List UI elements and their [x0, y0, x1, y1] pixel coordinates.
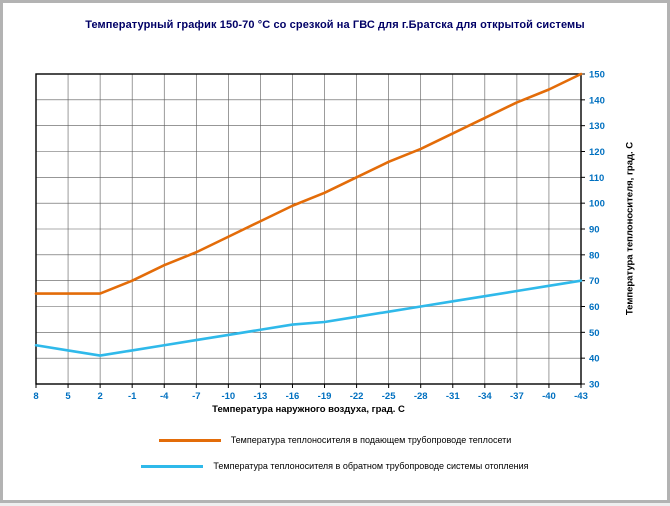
- plot-area: 8 5 2 -1 -4 -7 -10 -13 -16 -19 -22 -25 -28 -31 -34 -37 -…: [33, 70, 605, 403]
- x-axis-title: Температура наружного воздуха, град. С: [212, 404, 405, 415]
- svg-text:-37: -37: [510, 391, 524, 402]
- svg-text:-31: -31: [446, 391, 460, 402]
- legend: Температура теплоносителя в подающем тру…: [3, 435, 667, 471]
- svg-text:-1: -1: [128, 391, 137, 402]
- legend-label-return: Температура теплоносителя в обратном тру…: [213, 461, 529, 471]
- svg-text:120: 120: [589, 147, 605, 158]
- svg-text:110: 110: [589, 173, 604, 184]
- svg-text:100: 100: [589, 199, 605, 210]
- svg-text:40: 40: [589, 354, 600, 365]
- svg-text:70: 70: [589, 276, 600, 287]
- svg-text:50: 50: [589, 328, 600, 339]
- svg-text:90: 90: [589, 225, 600, 236]
- svg-text:150: 150: [589, 70, 605, 81]
- svg-text:30: 30: [589, 380, 600, 391]
- legend-line-supply-icon: [158, 438, 221, 442]
- svg-text:-7: -7: [192, 391, 200, 402]
- legend-label-supply: Температура теплоносителя в подающем тру…: [230, 435, 512, 445]
- legend-item-supply: Температура теплоносителя в подающем тру…: [158, 435, 512, 445]
- legend-item-return: Температура теплоносителя в обратном тру…: [141, 461, 529, 471]
- svg-text:-28: -28: [414, 391, 428, 402]
- svg-text:-25: -25: [382, 391, 396, 402]
- svg-text:5: 5: [65, 391, 71, 402]
- svg-text:-22: -22: [350, 391, 364, 402]
- svg-text:2: 2: [97, 391, 102, 402]
- svg-text:-13: -13: [254, 391, 268, 402]
- svg-text:-10: -10: [221, 391, 235, 402]
- svg-text:8: 8: [33, 391, 38, 402]
- svg-text:-43: -43: [574, 391, 588, 402]
- svg-text:130: 130: [589, 121, 605, 132]
- legend-line-return-icon: [141, 464, 204, 468]
- chart-title: Температурный график 150-70 °С со срезко…: [85, 19, 585, 31]
- svg-text:-19: -19: [318, 391, 332, 402]
- svg-text:-16: -16: [286, 391, 300, 402]
- svg-text:-4: -4: [160, 391, 169, 402]
- svg-text:140: 140: [589, 95, 605, 106]
- svg-text:60: 60: [589, 302, 600, 313]
- svg-text:-40: -40: [542, 391, 556, 402]
- y-axis-title: Температура теплоносителя, град. С: [624, 141, 636, 316]
- svg-text:80: 80: [589, 250, 600, 261]
- svg-text:-34: -34: [478, 391, 492, 402]
